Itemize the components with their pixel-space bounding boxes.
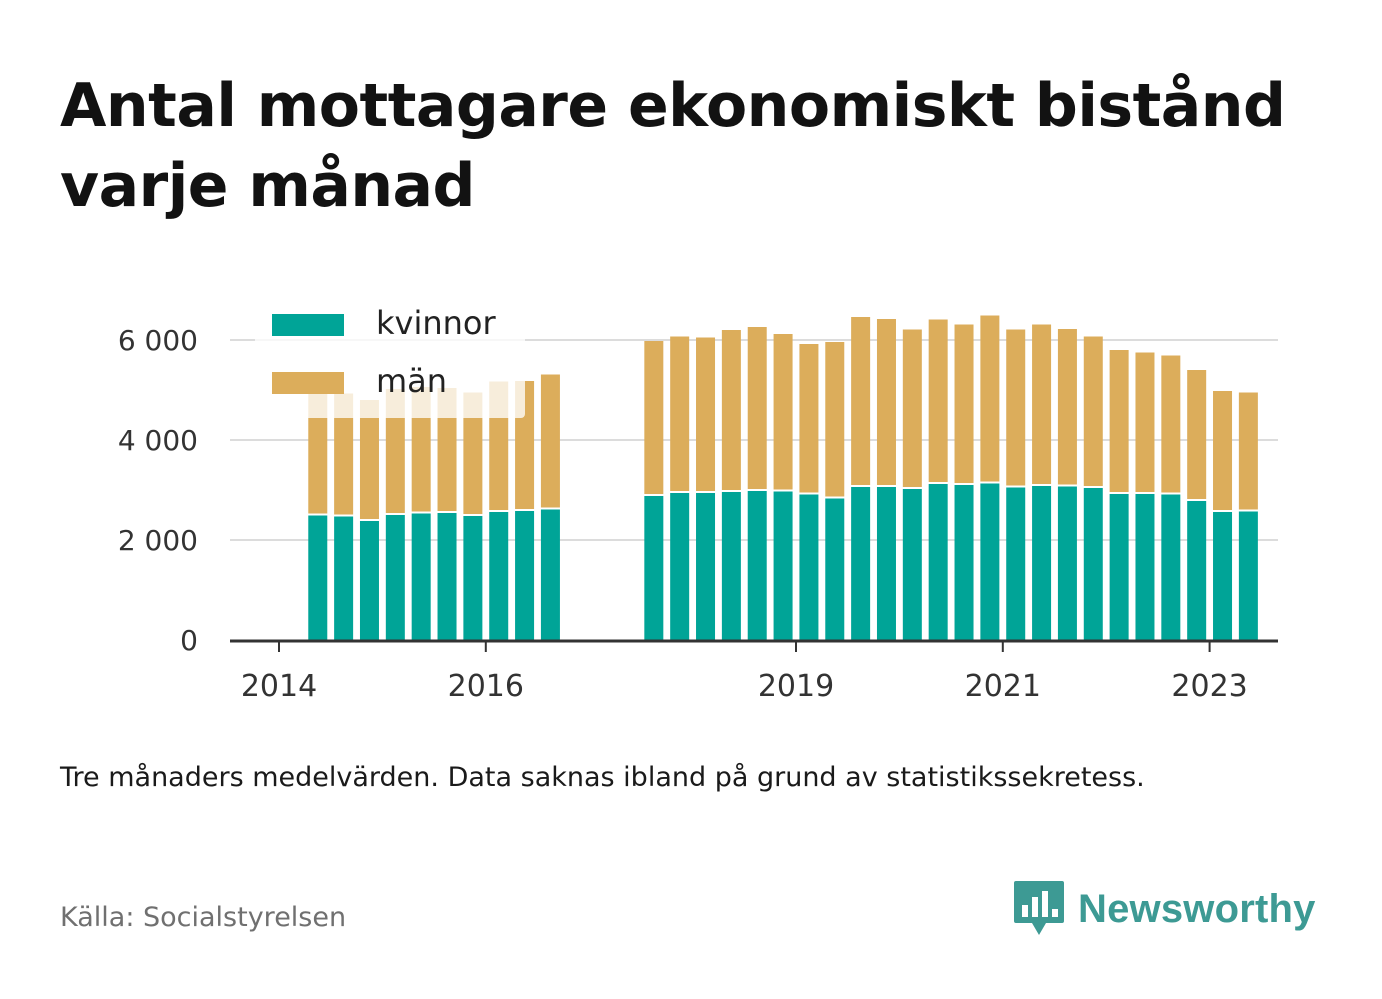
bar-man: [799, 344, 819, 493]
bar-kvinnor: [334, 516, 354, 640]
bar-kvinnor: [799, 494, 819, 640]
y-tick-label: 2 000: [118, 524, 198, 557]
stacked-bar-chart: 0 2 000 4 000 6 000 2014 2016 2019 2021 2023 kvi…: [118, 304, 1278, 704]
bar-kvinnor: [928, 484, 948, 640]
bar-kvinnor: [515, 511, 535, 640]
y-tick-label: 6 000: [118, 324, 198, 357]
bar-kvinnor: [540, 509, 560, 640]
bar-kvinnor: [747, 491, 767, 640]
bar-kvinnor: [980, 483, 1000, 640]
bar-man: [1135, 352, 1155, 492]
bar-kvinnor: [825, 498, 845, 640]
bar-kvinnor: [1006, 487, 1026, 640]
bar-kvinnor: [1187, 501, 1207, 640]
bar-kvinnor: [1109, 494, 1129, 640]
bar-man: [308, 392, 328, 514]
bar-man: [437, 388, 457, 511]
bar-kvinnor: [954, 485, 974, 640]
legend-box: [255, 334, 525, 418]
bar-man: [696, 337, 716, 491]
bar-man: [928, 319, 948, 482]
bar-kvinnor: [437, 513, 457, 640]
bars: [308, 315, 1258, 640]
bar-man: [1083, 336, 1103, 486]
bar-man: [1161, 355, 1181, 493]
bar-chart-speech-bubble-icon: [1014, 881, 1064, 935]
chart-note: Tre månaders medelvärden. Data saknas ib…: [60, 762, 1145, 793]
x-tick-label: 2023: [1171, 669, 1247, 704]
bar-man: [876, 319, 896, 485]
bar-man: [747, 327, 767, 489]
bar-man: [1006, 329, 1026, 486]
bar-man: [1238, 392, 1258, 510]
chart-title: Antal mottagare ekonomiskt bistånd varje…: [60, 71, 1286, 221]
bar-kvinnor: [1083, 488, 1103, 640]
legend-swatch: [272, 372, 344, 394]
x-tick-label: 2016: [448, 669, 524, 704]
x-tick-label: 2014: [241, 669, 317, 704]
bar-man: [902, 329, 922, 487]
bar-man: [463, 392, 483, 514]
legend-label: män: [376, 362, 447, 400]
bar-kvinnor: [644, 496, 664, 640]
bar-man: [1187, 370, 1207, 499]
bar-man: [411, 387, 431, 512]
bar-man: [851, 317, 871, 485]
bar-man: [980, 315, 1000, 482]
bar-kvinnor: [773, 491, 793, 640]
bar-man: [1213, 391, 1233, 510]
legend: kvinnor män: [255, 304, 525, 418]
bar-kvinnor: [1057, 486, 1077, 640]
bar-kvinnor: [411, 513, 431, 640]
bar-kvinnor: [385, 515, 405, 640]
x-tick-label: 2019: [758, 669, 834, 704]
brand-logo: Newsworthy: [1012, 878, 1316, 940]
bar-kvinnor: [670, 493, 690, 640]
bar-kvinnor: [721, 492, 741, 640]
bar-man: [670, 336, 690, 491]
bar-man: [1057, 329, 1077, 485]
source-label: Källa: Socialstyrelsen: [60, 902, 347, 933]
x-tick-label: 2021: [965, 669, 1041, 704]
bar-man: [954, 324, 974, 483]
axes: 0 2 000 4 000 6 000 2014 2016 2019 2021 2023: [118, 324, 1278, 704]
bar-kvinnor: [489, 512, 509, 640]
bar-kvinnor: [696, 493, 716, 640]
y-tick-label: 0: [180, 624, 198, 657]
bar-kvinnor: [1238, 511, 1258, 640]
bar-man: [385, 389, 405, 513]
bar-kvinnor: [1161, 494, 1181, 640]
brand-name: Newsworthy: [1078, 886, 1316, 931]
bar-kvinnor: [876, 487, 896, 640]
legend-label: kvinnor: [376, 304, 497, 342]
bar-kvinnor: [1135, 494, 1155, 640]
bar-man: [359, 400, 379, 519]
bar-kvinnor: [902, 489, 922, 640]
bar-man: [1032, 324, 1052, 484]
bar-man: [540, 374, 560, 508]
bar-kvinnor: [359, 521, 379, 640]
bar-kvinnor: [463, 516, 483, 640]
bar-man: [773, 334, 793, 490]
bar-man: [1109, 350, 1129, 492]
bar-kvinnor: [1213, 512, 1233, 640]
bar-kvinnor: [1032, 486, 1052, 640]
bar-man: [644, 341, 664, 494]
bar-man: [825, 342, 845, 497]
bar-man: [721, 330, 741, 490]
bar-kvinnor: [308, 515, 328, 640]
bar-man: [334, 393, 354, 515]
legend-swatch: [272, 314, 344, 336]
y-tick-label: 4 000: [118, 424, 198, 457]
bar-kvinnor: [851, 487, 871, 640]
